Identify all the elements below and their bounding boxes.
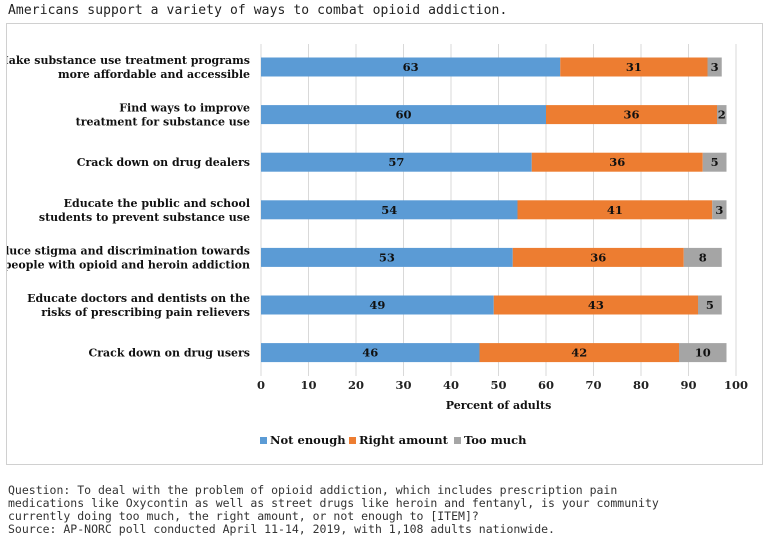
- data-label: 46: [362, 346, 378, 360]
- category-label: Make substance use treatment programs: [7, 54, 250, 67]
- bar-segment: [261, 343, 480, 363]
- data-label: 43: [588, 298, 604, 312]
- chart-frame: 63 31 3 Make substance use treatment progra…: [6, 23, 763, 465]
- question-line: currently doing too much, the right amou…: [8, 509, 479, 523]
- data-label: 36: [609, 155, 625, 169]
- bar-segment: [493, 295, 698, 315]
- bar-segment: [712, 200, 727, 220]
- x-tick-label: 90: [680, 378, 696, 392]
- data-label: 5: [706, 298, 714, 312]
- x-tick-label: 40: [443, 378, 459, 392]
- bar-segment: [546, 105, 717, 125]
- x-tick-label: 10: [300, 378, 316, 392]
- legend-swatch: [260, 437, 267, 444]
- legend-label: Not enough: [270, 433, 346, 447]
- bar-segment: [261, 247, 513, 267]
- data-label: 41: [607, 203, 623, 217]
- bar-segment: [261, 152, 532, 172]
- footnote: Question: To deal with the problem of op…: [8, 484, 764, 536]
- x-tick-label: 50: [490, 378, 506, 392]
- category-label: students to prevent substance use: [39, 211, 250, 224]
- x-tick-label: 100: [724, 378, 748, 392]
- category-label: more affordable and accessible: [58, 68, 250, 81]
- x-tick-label: 80: [633, 378, 649, 392]
- data-label: 8: [699, 250, 707, 264]
- bar-segment: [717, 105, 727, 125]
- x-tick-label: 30: [395, 378, 411, 392]
- category-label: treatment for substance use: [76, 116, 250, 129]
- data-label: 36: [590, 250, 606, 264]
- bar-segment: [702, 152, 727, 172]
- category-label: people with opioid and heroin addiction: [7, 258, 250, 271]
- legend-swatch: [349, 437, 356, 444]
- x-tick-label: 20: [348, 378, 364, 392]
- data-label: 57: [388, 155, 404, 169]
- stacked-bar-chart: 63 31 3 Make substance use treatment progra…: [7, 44, 748, 447]
- data-label: 63: [403, 60, 419, 74]
- data-label: 36: [623, 108, 639, 122]
- data-label: 42: [571, 346, 587, 360]
- bar-segment: [683, 247, 722, 267]
- x-tick-label: 0: [257, 378, 265, 392]
- data-label: 5: [711, 155, 719, 169]
- data-label: 10: [695, 346, 711, 360]
- bar-segment: [479, 343, 679, 363]
- bar-segment: [707, 57, 722, 77]
- legend-label: Right amount: [359, 433, 449, 447]
- x-tick-label: 60: [538, 378, 554, 392]
- legend-swatch: [454, 437, 461, 444]
- data-label: 2: [718, 108, 726, 122]
- bar-segment: [531, 152, 703, 172]
- legend-label: Too much: [464, 433, 527, 447]
- bar-segment: [512, 247, 684, 267]
- bar-segment: [261, 295, 494, 315]
- category-label: Crack down on drug dealers: [77, 156, 250, 169]
- data-label: 60: [395, 108, 411, 122]
- bar-segment: [698, 295, 722, 315]
- category-label: Educate the public and school: [64, 197, 250, 210]
- chart-title: Americans support a variety of ways to c…: [8, 3, 508, 18]
- data-label: 53: [379, 250, 395, 264]
- question-line: Question: To deal with the problem of op…: [8, 483, 618, 497]
- bar-segment: [679, 343, 727, 363]
- data-label: 3: [711, 60, 719, 74]
- x-axis-title: Percent of adults: [446, 399, 552, 412]
- bar-segment: [261, 200, 518, 220]
- bar-segment: [261, 105, 546, 125]
- question-line: medications like Oxycontin as well as st…: [8, 496, 659, 510]
- category-label: Crack down on drug users: [89, 347, 251, 360]
- data-label: 49: [369, 298, 385, 312]
- category-label: Find ways to improve: [119, 102, 250, 115]
- category-label: risks of prescribing pain relievers: [41, 306, 250, 319]
- bar-segment: [517, 200, 713, 220]
- data-label: 3: [715, 203, 723, 217]
- bar-segment: [560, 57, 708, 77]
- bar-segment: [261, 57, 561, 77]
- category-label: Educate doctors and dentists on the: [27, 292, 250, 305]
- data-label: 54: [381, 203, 397, 217]
- x-tick-label: 70: [585, 378, 601, 392]
- source-line: Source: AP-NORC poll conducted April 11-…: [8, 522, 555, 536]
- data-label: 31: [626, 60, 642, 74]
- category-label: Reduce stigma and discrimination towards: [7, 244, 250, 257]
